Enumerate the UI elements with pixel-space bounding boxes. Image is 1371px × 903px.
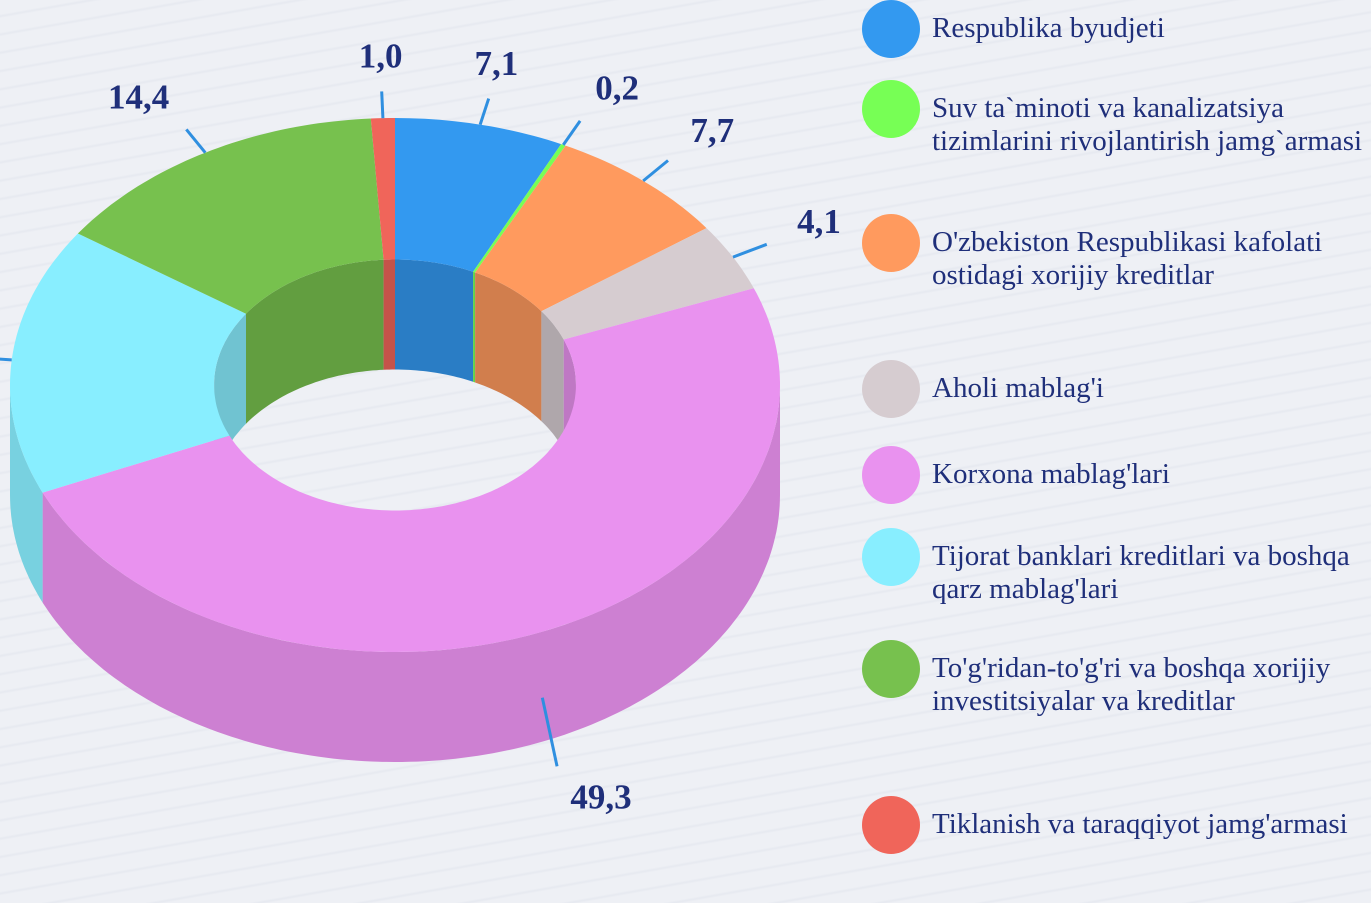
leader-line (540, 697, 559, 767)
slices (10, 118, 781, 652)
slice (395, 118, 562, 272)
leader-line (562, 119, 582, 146)
inner-wall (475, 272, 542, 422)
legend-label: Suv ta`minoti va kanalizatsiya tizimlari… (932, 92, 1363, 157)
inner-wall (395, 259, 474, 382)
slice (475, 145, 707, 312)
inner-wall (246, 259, 384, 424)
slice (10, 233, 246, 493)
legend-swatch (862, 528, 920, 586)
legend-label: Respublika byudjeti (932, 12, 1165, 44)
leader-line (478, 98, 491, 126)
legend-item: Aholi mablag'i (862, 360, 1367, 418)
legend-item: Tijorat banklari kreditlari va boshqa qa… (862, 528, 1367, 606)
legend-label: Tijorat banklari kreditlari va boshqa qa… (932, 540, 1350, 605)
slice (541, 228, 754, 340)
legend-swatch (862, 214, 920, 272)
legend-item: O'zbekiston Respublikasi kafolati ostida… (862, 214, 1367, 292)
outer-wall (42, 385, 781, 762)
inner-wall (383, 259, 395, 370)
legend-swatch (862, 446, 920, 504)
legend-label: To'g'ridan-to'g'ri va boshqa xorijiy inv… (932, 652, 1331, 717)
legend-swatch (862, 360, 920, 418)
outer-wall (10, 385, 43, 603)
data-label: 7,1 (474, 44, 518, 83)
labels: 7,10,27,74,149,316,214,41,0 (0, 36, 841, 817)
legend-label: O'zbekiston Respublikasi kafolati ostida… (932, 226, 1323, 291)
legend-swatch (862, 80, 920, 138)
legend-swatch (862, 640, 920, 698)
legend-swatch (862, 0, 920, 58)
legend-label: Tiklanish va taraqqiyot jamg'armasi (932, 808, 1348, 840)
legend-item: Suv ta`minoti va kanalizatsiya tizimlari… (862, 80, 1367, 158)
inner-walls (214, 259, 576, 495)
data-label: 1,0 (359, 36, 403, 75)
leader-line (642, 159, 669, 183)
leader-line (0, 357, 12, 362)
data-label: 0,2 (595, 68, 639, 107)
outer-walls (10, 385, 781, 762)
leader-line (380, 91, 385, 119)
data-label: 7,7 (690, 111, 734, 150)
slice (77, 118, 384, 314)
chart: 7,10,27,74,149,316,214,41,0 (0, 36, 841, 817)
legend-item: Respublika byudjeti (862, 0, 1367, 58)
legend-item: To'g'ridan-to'g'ri va boshqa xorijiy inv… (862, 640, 1367, 718)
leader-line (732, 242, 768, 259)
data-label: 14,4 (108, 78, 169, 117)
legend-item: Tiklanish va taraqqiyot jamg'armasi (862, 796, 1367, 854)
slice (42, 288, 781, 652)
legend-item: Korxona mablag'lari (862, 446, 1367, 504)
data-label: 4,1 (797, 202, 841, 241)
slice (370, 118, 395, 260)
inner-wall (473, 271, 476, 383)
legend-label: Korxona mablag'lari (932, 458, 1170, 490)
legend-swatch (862, 796, 920, 854)
slice (473, 144, 566, 273)
leader-line (185, 128, 207, 154)
legend-label: Aholi mablag'i (932, 372, 1104, 404)
data-label: 49,3 (570, 778, 631, 817)
inner-wall (541, 311, 564, 450)
